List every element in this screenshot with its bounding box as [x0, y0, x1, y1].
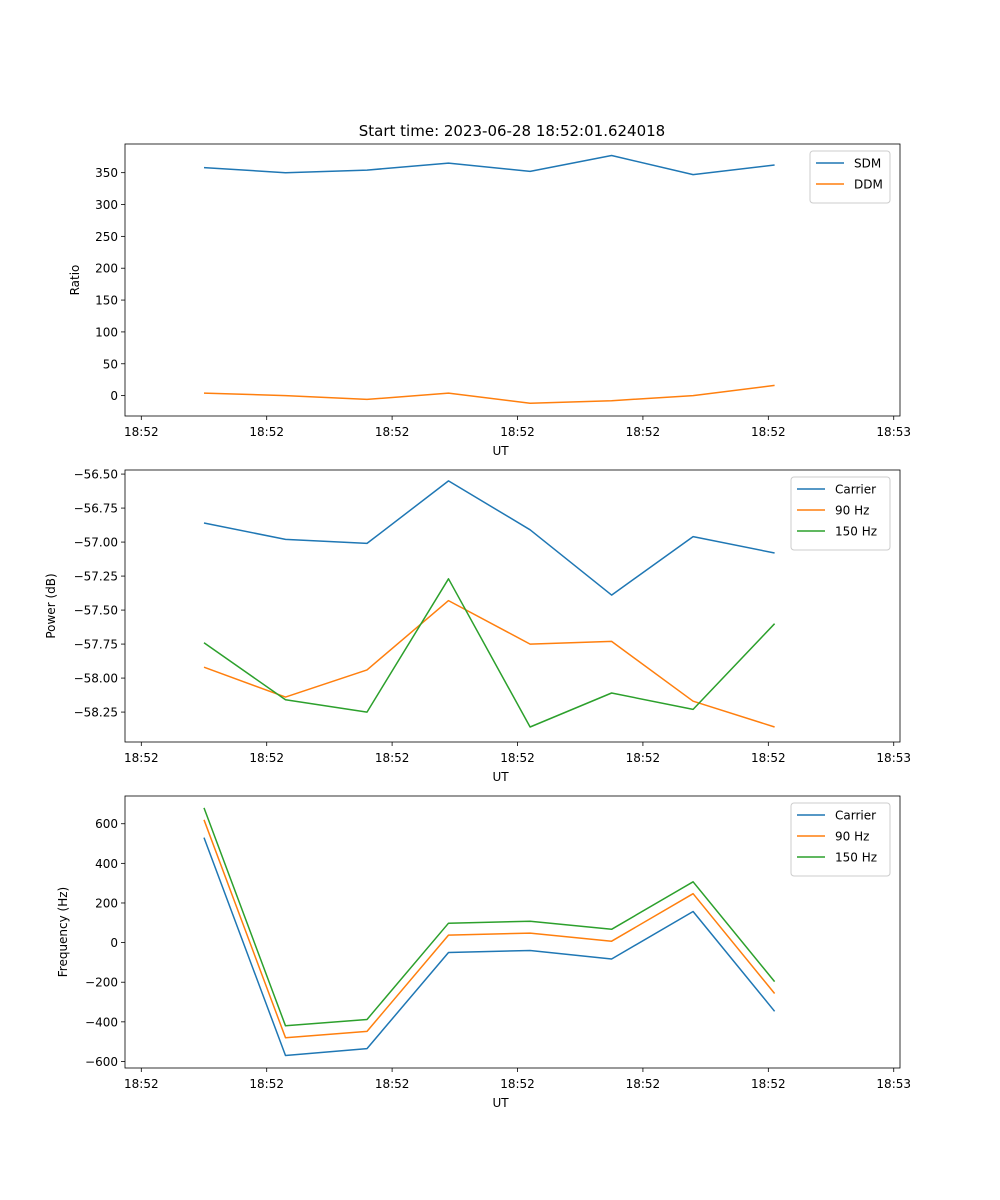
x-tick-label: 18:53 — [876, 1077, 911, 1091]
y-tick-label: 400 — [95, 857, 118, 871]
y-tick-label: −600 — [85, 1055, 118, 1069]
y-tick-label: 300 — [95, 198, 118, 212]
legend-label: DDM — [854, 178, 883, 192]
x-axis-label: UT — [492, 1096, 509, 1110]
y-tick-label: 100 — [95, 325, 118, 339]
x-tick-label: 18:52 — [375, 425, 410, 439]
y-tick-label: 50 — [103, 357, 118, 371]
series-line-ddm — [203, 384, 775, 405]
subplot-3: 18:52 18:52 18:52 18:52 18:52 18:52 18:53 −600 −… — [56, 795, 911, 1110]
y-tick-label: −58.00 — [74, 672, 118, 686]
series-line-carrier — [203, 837, 776, 1057]
y-tick-label: −58.25 — [74, 706, 118, 720]
x-tick-label: 18:52 — [249, 425, 284, 439]
y-tick-label: −57.75 — [74, 638, 118, 652]
y-axis-label: Frequency (Hz) — [56, 887, 70, 978]
y-tick-label: 0 — [110, 936, 118, 950]
y-tick-label: −200 — [85, 976, 118, 990]
subplot-2: 18:52 18:52 18:52 18:52 18:52 18:52 18:53 −58.2… — [44, 468, 911, 784]
y-tick-label: −57.50 — [74, 604, 118, 618]
series-line-150-hz — [203, 578, 776, 728]
y-tick-label: −400 — [85, 1015, 118, 1029]
x-tick-label: 18:52 — [124, 1077, 159, 1091]
figure-title: Start time: 2023-06-28 18:52:01.624018 — [359, 122, 665, 140]
series-line-150-hz — [203, 807, 776, 1027]
x-tick-label: 18:53 — [876, 425, 911, 439]
x-tick-label: 18:52 — [249, 751, 284, 765]
axes-frame — [124, 469, 901, 743]
legend-label: Carrier — [835, 483, 876, 497]
series-line-sdm — [203, 154, 775, 176]
y-tick-label: −57.00 — [74, 536, 118, 550]
legend-box — [809, 150, 891, 204]
y-tick-label: −56.75 — [74, 502, 118, 516]
legend: Carrier 90 Hz 150 Hz — [790, 476, 891, 551]
x-tick-label: 18:53 — [876, 751, 911, 765]
legend-label: 90 Hz — [835, 830, 869, 844]
x-axis-label: UT — [492, 444, 509, 458]
y-tick-label: 200 — [95, 896, 118, 910]
x-axis-label: UT — [492, 770, 509, 784]
y-tick-label: 250 — [95, 230, 118, 244]
x-tick-label: 18:52 — [375, 1077, 410, 1091]
y-tick-label: 350 — [95, 166, 118, 180]
legend-label: 150 Hz — [835, 525, 877, 539]
axes-frame — [124, 143, 901, 417]
y-tick-label: 600 — [95, 817, 118, 831]
x-tick-label: 18:52 — [626, 1077, 661, 1091]
x-tick-label: 18:52 — [124, 751, 159, 765]
x-tick-label: 18:52 — [626, 425, 661, 439]
y-tick-label: 0 — [110, 389, 118, 403]
x-tick-label: 18:52 — [751, 425, 786, 439]
x-tick-label: 18:52 — [751, 751, 786, 765]
y-tick-label: 150 — [95, 294, 118, 308]
x-tick-label: 18:52 — [500, 751, 535, 765]
legend-label: 90 Hz — [835, 504, 869, 518]
y-tick-label: −56.50 — [74, 468, 118, 482]
series-line-90-hz — [203, 819, 776, 1039]
legend-label: SDM — [854, 157, 881, 171]
x-tick-label: 18:52 — [375, 751, 410, 765]
subplot-1: 18:52 18:52 18:52 18:52 18:52 18:52 18:53 0 50 10… — [68, 143, 911, 458]
x-tick-label: 18:52 — [124, 425, 159, 439]
x-tick-label: 18:52 — [626, 751, 661, 765]
y-axis-label: Ratio — [68, 265, 82, 296]
legend-label: 150 Hz — [835, 851, 877, 865]
y-axis-label: Power (dB) — [44, 573, 58, 638]
legend-label: Carrier — [835, 809, 876, 823]
series-line-90-hz — [203, 599, 775, 728]
y-tick-label: −57.25 — [74, 570, 118, 584]
x-tick-label: 18:52 — [500, 425, 535, 439]
legend: SDM DDM — [809, 150, 891, 204]
y-tick-label: 200 — [95, 262, 118, 276]
axes-frame — [124, 795, 901, 1069]
x-tick-label: 18:52 — [500, 1077, 535, 1091]
series-line-carrier — [203, 480, 775, 596]
x-tick-label: 18:52 — [249, 1077, 284, 1091]
x-tick-label: 18:52 — [751, 1077, 786, 1091]
legend: Carrier 90 Hz 150 Hz — [790, 802, 891, 877]
